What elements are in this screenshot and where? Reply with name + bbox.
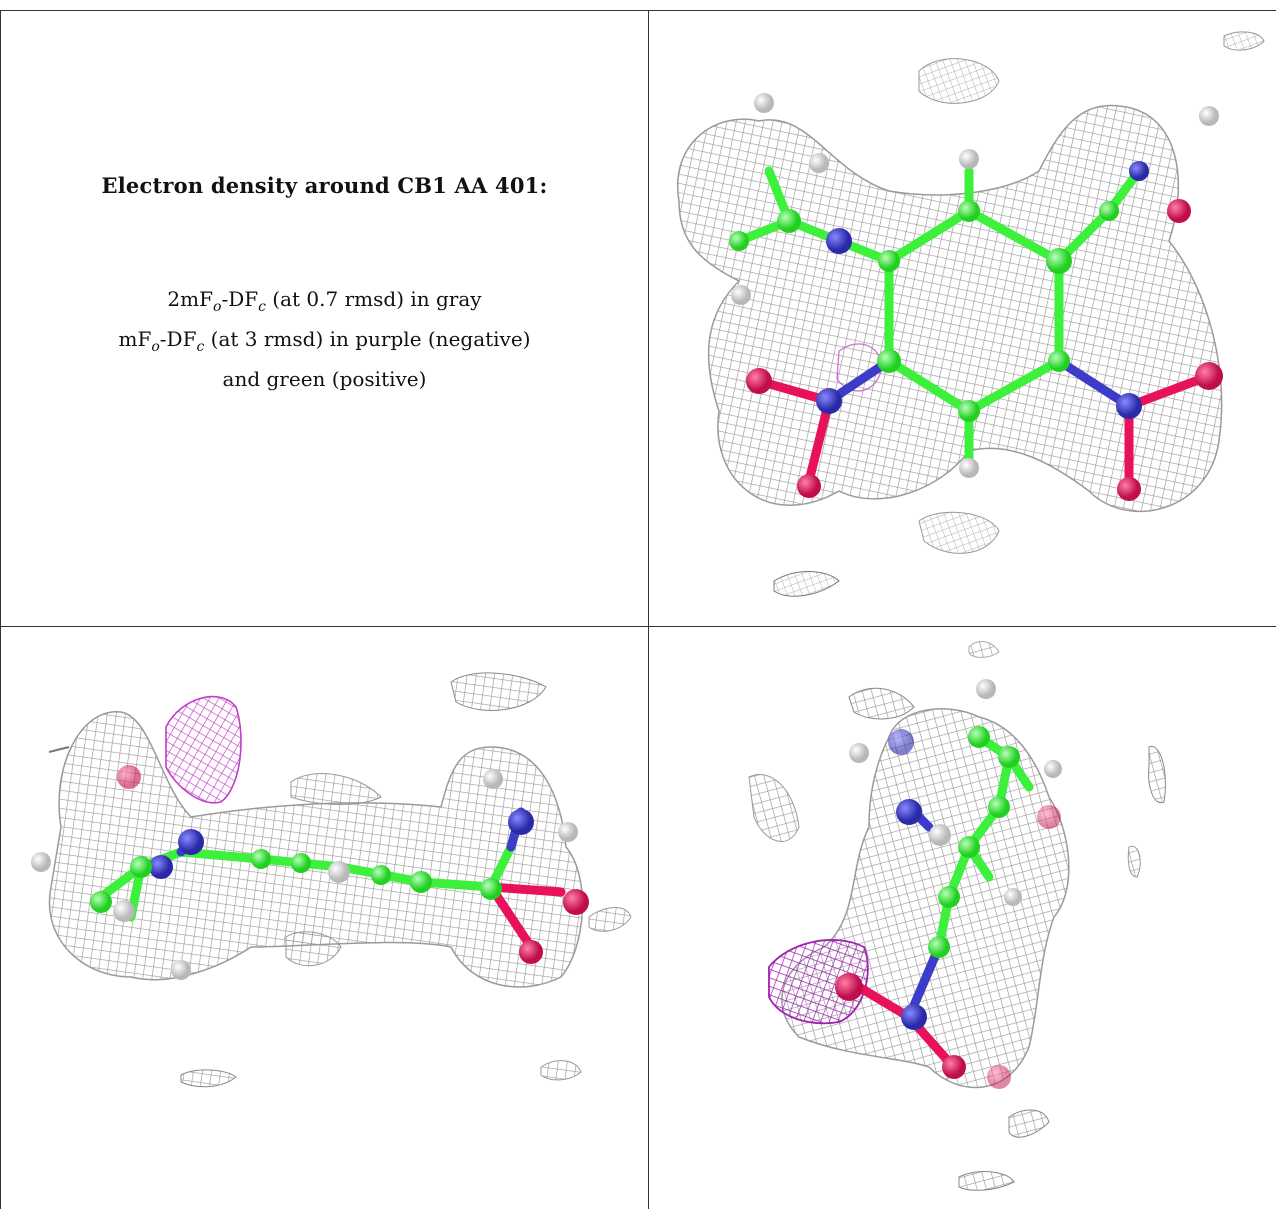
caption-cell: Electron density around CB1 AA 401: 2mFo… [1, 11, 648, 626]
atoms [835, 679, 1062, 1089]
gray-density-mesh [748, 641, 1166, 1191]
legend-text: (at 3 rmsd) in purple (negative) [204, 327, 531, 351]
legend-sub: c [196, 339, 205, 355]
legend-sub: c [258, 299, 266, 315]
figure-title: Electron density around CB1 AA 401: [101, 173, 548, 198]
legend-text: mF [118, 327, 152, 351]
legend-sub: o [151, 339, 160, 355]
gray-density-mesh [676, 31, 1265, 597]
atoms [729, 93, 1223, 501]
density-panel-side-on [1, 627, 648, 1209]
legend-line-purple: mFo-DFc (at 3 rmsd) in purple (negative) [1, 323, 648, 363]
density-panel-face-on [649, 11, 1276, 626]
legend-text: -DF [159, 327, 197, 351]
density-panel-end-on [649, 627, 1276, 1209]
gray-density-mesh [48, 672, 632, 1088]
legend-line-gray: 2mFo-DFc (at 0.7 rmsd) in gray [1, 283, 648, 323]
atoms [31, 765, 589, 980]
legend-text: 2mF [167, 287, 213, 311]
figure-legend: 2mFo-DFc (at 0.7 rmsd) in gray mFo-DFc (… [1, 283, 648, 395]
purple-density-mesh [165, 695, 242, 804]
table-border-left [0, 10, 1, 1209]
legend-sub: o [213, 299, 222, 315]
table-border-top [0, 10, 1276, 11]
molecule-render-side-on [31, 672, 632, 1088]
legend-line-green: and green (positive) [222, 367, 427, 391]
table-divider-horizontal [0, 626, 1276, 627]
table-divider-vertical [648, 10, 649, 1209]
molecule-render-face-on [676, 31, 1265, 597]
molecule-render-end-on [748, 641, 1166, 1191]
legend-text: (at 0.7 rmsd) in gray [265, 287, 482, 311]
legend-text: -DF [221, 287, 259, 311]
